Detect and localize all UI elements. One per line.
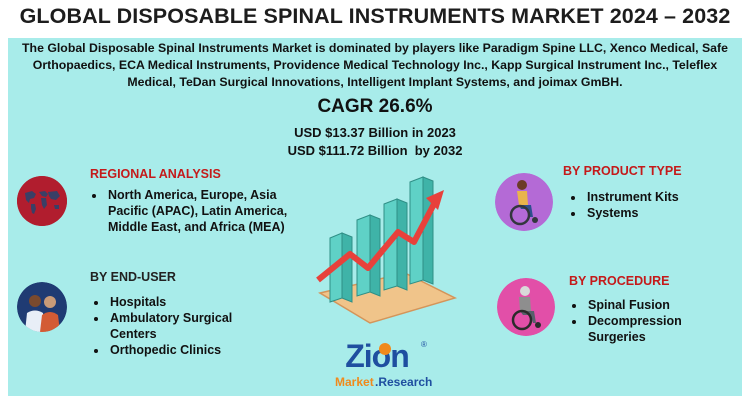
list-item: Ambulatory Surgical Centers <box>108 310 278 342</box>
list-item: Decompression Surgeries <box>586 313 736 345</box>
list-item: Instrument Kits <box>585 189 745 205</box>
end-user-heading: BY END-USER <box>90 270 176 284</box>
zion-logo: Zion ® Market .Research <box>325 335 435 395</box>
product-type-list: Instrument Kits Systems <box>571 189 745 221</box>
cagr-value: CAGR 26.6% <box>317 96 433 117</box>
procedure-list: Spinal Fusion Decompression Surgeries <box>572 297 736 345</box>
elderly-wheelchair-icon <box>497 278 555 336</box>
svg-text:Zion: Zion <box>345 338 409 374</box>
procedure-heading: BY PROCEDURE <box>569 274 670 288</box>
page-title: GLOBAL DISPOSABLE SPINAL INSTRUMENTS MAR… <box>19 4 731 28</box>
product-type-heading: BY PRODUCT TYPE <box>563 164 682 178</box>
list-item: Spinal Fusion <box>586 297 736 313</box>
list-item: North America, Europe, Asia Pacific (APA… <box>106 187 306 235</box>
wheelchair-icon <box>495 173 553 231</box>
svg-text:Market: Market <box>335 375 374 389</box>
svg-text:.Research: .Research <box>375 375 432 389</box>
regional-heading: REGIONAL ANALYSIS <box>90 167 221 181</box>
svg-text:®: ® <box>421 340 427 349</box>
doctor-patient-icon <box>17 282 67 332</box>
growth-chart-icon <box>316 176 458 324</box>
end-user-list: Hospitals Ambulatory Surgical Centers Or… <box>94 294 278 358</box>
list-item: Orthopedic Clinics <box>108 342 278 358</box>
market-value-2023: USD $13.37 Billion in 2023 <box>294 125 456 140</box>
market-value-2032: USD $111.72 Billion by 2032 <box>287 143 463 158</box>
intro-text: The Global Disposable Spinal Instruments… <box>22 41 728 89</box>
list-item: Hospitals <box>108 294 278 310</box>
list-item: Systems <box>585 205 745 221</box>
world-map-icon <box>17 176 67 226</box>
regional-list: North America, Europe, Asia Pacific (APA… <box>92 187 306 235</box>
